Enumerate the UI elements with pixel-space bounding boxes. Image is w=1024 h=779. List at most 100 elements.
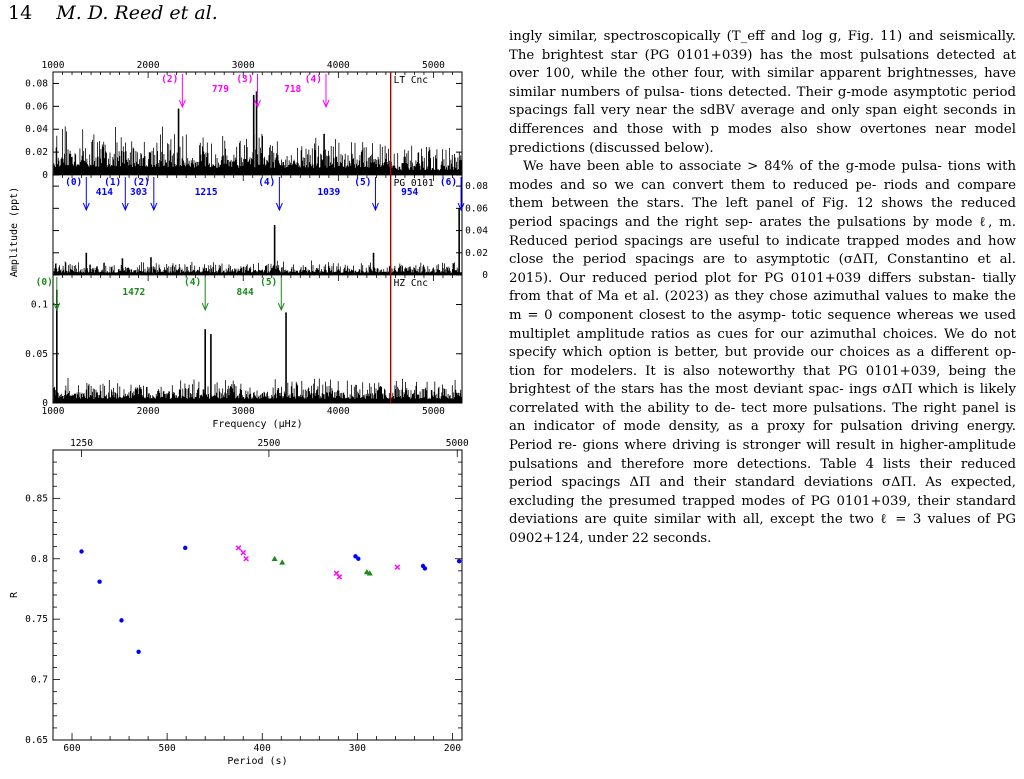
data-point-green xyxy=(366,570,373,576)
body-text: ingly similar, spectroscopically (T_eff … xyxy=(509,28,1016,549)
pg0101-arrow-head xyxy=(150,202,158,212)
hz_cnc-mode-label: (5) xyxy=(260,277,277,288)
y-tick-label: 0.08 xyxy=(25,78,48,89)
text-line: tially from that of Ma et al. (2023) as … xyxy=(509,270,1016,305)
x-tick-label: 200 xyxy=(444,743,461,754)
pg0101-spacing: 303 xyxy=(130,187,147,198)
pg0101-spacing: 414 xyxy=(96,187,113,198)
text-line: of PG 0101+039, their standard deviation… xyxy=(509,493,1017,528)
lt_cnc-spacing: 718 xyxy=(284,84,301,95)
y-tick-label: 0.05 xyxy=(25,349,48,360)
x-tick-label: 3000 xyxy=(232,406,255,417)
scatter-frame xyxy=(52,449,463,741)
x-tick-label-top: 1000 xyxy=(42,60,65,71)
top-tick-label: 5000 xyxy=(446,438,469,449)
data-point-blue xyxy=(79,549,84,554)
top-tick-label: 1250 xyxy=(70,438,93,449)
y-tick-label: 0.1 xyxy=(31,300,48,311)
data-point-blue xyxy=(183,545,188,551)
y-tick-label: 0.08 xyxy=(465,181,488,192)
running-head: 14 M. D. Reed et al. xyxy=(8,2,218,24)
y-tick-label: 0 xyxy=(482,270,488,281)
x-tick-label: 300 xyxy=(349,743,366,754)
hz_cnc-label: HZ Cnc xyxy=(394,278,428,289)
lt_cnc-label: LT Cnc xyxy=(394,75,428,86)
lt_cnc-arrow-head xyxy=(254,99,261,109)
text-line: as cues for our azimuthal choices. We do… xyxy=(509,326,1016,361)
pg0101-mode-label: (0) xyxy=(65,177,82,188)
text-line: are useful to indicate trapped modes and… xyxy=(509,233,1017,268)
y-tick-label: 0 xyxy=(42,398,48,409)
data-point-blue xyxy=(456,558,462,564)
text-line: with all, except the two ℓ = 3 values of… xyxy=(509,512,1016,547)
data-point-magenta xyxy=(336,574,343,580)
data-point-magenta xyxy=(240,549,247,556)
text-line: option is better, but provide our choice… xyxy=(608,345,1016,361)
text-line: gions where driving is stronger will res… xyxy=(582,438,1017,454)
paragraph-2: We have been able to associate > 84% of … xyxy=(509,158,1016,548)
x-axis-title: Period (s) xyxy=(227,756,287,767)
text-line: tions with modes and so we can convert t… xyxy=(509,159,1017,193)
paragraph-1: ingly similar, spectroscopically (T_eff … xyxy=(509,28,1016,158)
data-point-magenta xyxy=(235,545,242,551)
data-point-magenta xyxy=(394,564,401,571)
text-line: pulsations and therefore more detections… xyxy=(509,456,952,472)
pg0101-arrow-head xyxy=(82,202,90,212)
y-tick-label: 0.04 xyxy=(465,226,488,237)
y-tick-label: 0.8 xyxy=(31,554,48,565)
text-line: Fig. 12 shows the reduced period spacing… xyxy=(509,196,1016,230)
x-tick-label: 400 xyxy=(254,743,271,754)
data-point-magenta xyxy=(243,555,249,562)
hz_cnc-mode-label: (0) xyxy=(36,277,53,288)
pg0101-mode-label: (5) xyxy=(354,177,371,188)
pg0101-spacing: 1039 xyxy=(317,187,340,198)
y-tick-label: 0.02 xyxy=(465,248,488,259)
y-axis-title: Amplitude (ppt) xyxy=(9,187,20,277)
x-tick-label-top: 4000 xyxy=(327,60,350,71)
pg0101-spacing: 1215 xyxy=(195,187,218,198)
hz_cnc-noise xyxy=(53,378,462,403)
text-line: ingly similar, spectroscopically (T_eff … xyxy=(509,29,934,44)
text-line: pulsations detected at over 100, while t… xyxy=(509,47,1017,82)
x-tick-label: 4000 xyxy=(327,406,350,417)
y-tick-label: 0 xyxy=(42,170,48,181)
text-line: totic sequence whereas we used multiplet… xyxy=(509,307,1016,342)
text-line: 22 seconds. xyxy=(631,531,712,547)
x-tick-label: 2000 xyxy=(137,406,160,417)
lt_cnc-arrow-head xyxy=(322,99,330,109)
text-line: differences and those with p modes also … xyxy=(509,121,966,137)
data-point-blue xyxy=(97,579,102,584)
y-tick-label: 0.06 xyxy=(465,203,488,214)
text-line: riods and compare them between the stars… xyxy=(509,177,1017,212)
text-line: ings σΔΠ which is likely correlated with… xyxy=(509,382,1016,416)
x-tick-label: 600 xyxy=(63,743,80,754)
hz_cnc-arrow-head xyxy=(277,302,285,312)
x-axis-title: Frequency (μHz) xyxy=(212,419,302,430)
periodogram-frame xyxy=(52,71,463,404)
pg0101-mode-label: (2) xyxy=(133,177,150,188)
data-point-blue xyxy=(422,566,428,571)
text-line: σΔΠ. As expected, excluding the presumed… xyxy=(509,475,1016,509)
text-line: seismically. The brightest star (PG 0101… xyxy=(509,29,1016,63)
text-line: spacings are to asymptotic (σΔΠ, Constan… xyxy=(509,252,1017,286)
pg0101-label: PG 0101 xyxy=(394,178,434,189)
pg0101-mode-label: (4) xyxy=(258,177,275,188)
page-number: 14 xyxy=(8,2,33,24)
pg0101-arrow-head xyxy=(457,202,465,212)
pg0101-arrow-head xyxy=(275,202,283,212)
text-line: reduced period spacings ΔΠ and their sta… xyxy=(509,456,1016,491)
text-line: values to make the m = 0 component close… xyxy=(509,289,1016,323)
text-line: tions detected. Their g-mode asymptotic … xyxy=(509,84,1016,119)
lt_cnc-mode-label: (4) xyxy=(305,74,322,85)
figure: 0 0.02 0.04 0.06 0.08 LT Cnc (2) (3) (4) 779 718 0 0… xyxy=(9,60,488,767)
pg0101-mode-label: (1) xyxy=(104,177,121,188)
y-tick-label: 0.75 xyxy=(25,614,48,625)
data-point-blue xyxy=(119,618,124,623)
lt_cnc-mode-label: (3) xyxy=(236,74,253,85)
x-tick-label: 1000 xyxy=(42,406,65,417)
x-tick-label: 500 xyxy=(159,743,176,754)
text-line: very near the sdBV average and only span… xyxy=(600,103,1016,119)
data-point-green xyxy=(279,559,286,565)
lt_cnc-mode-label: (2) xyxy=(161,74,178,85)
text-line: We have been able to associate > 84% of … xyxy=(523,159,942,175)
